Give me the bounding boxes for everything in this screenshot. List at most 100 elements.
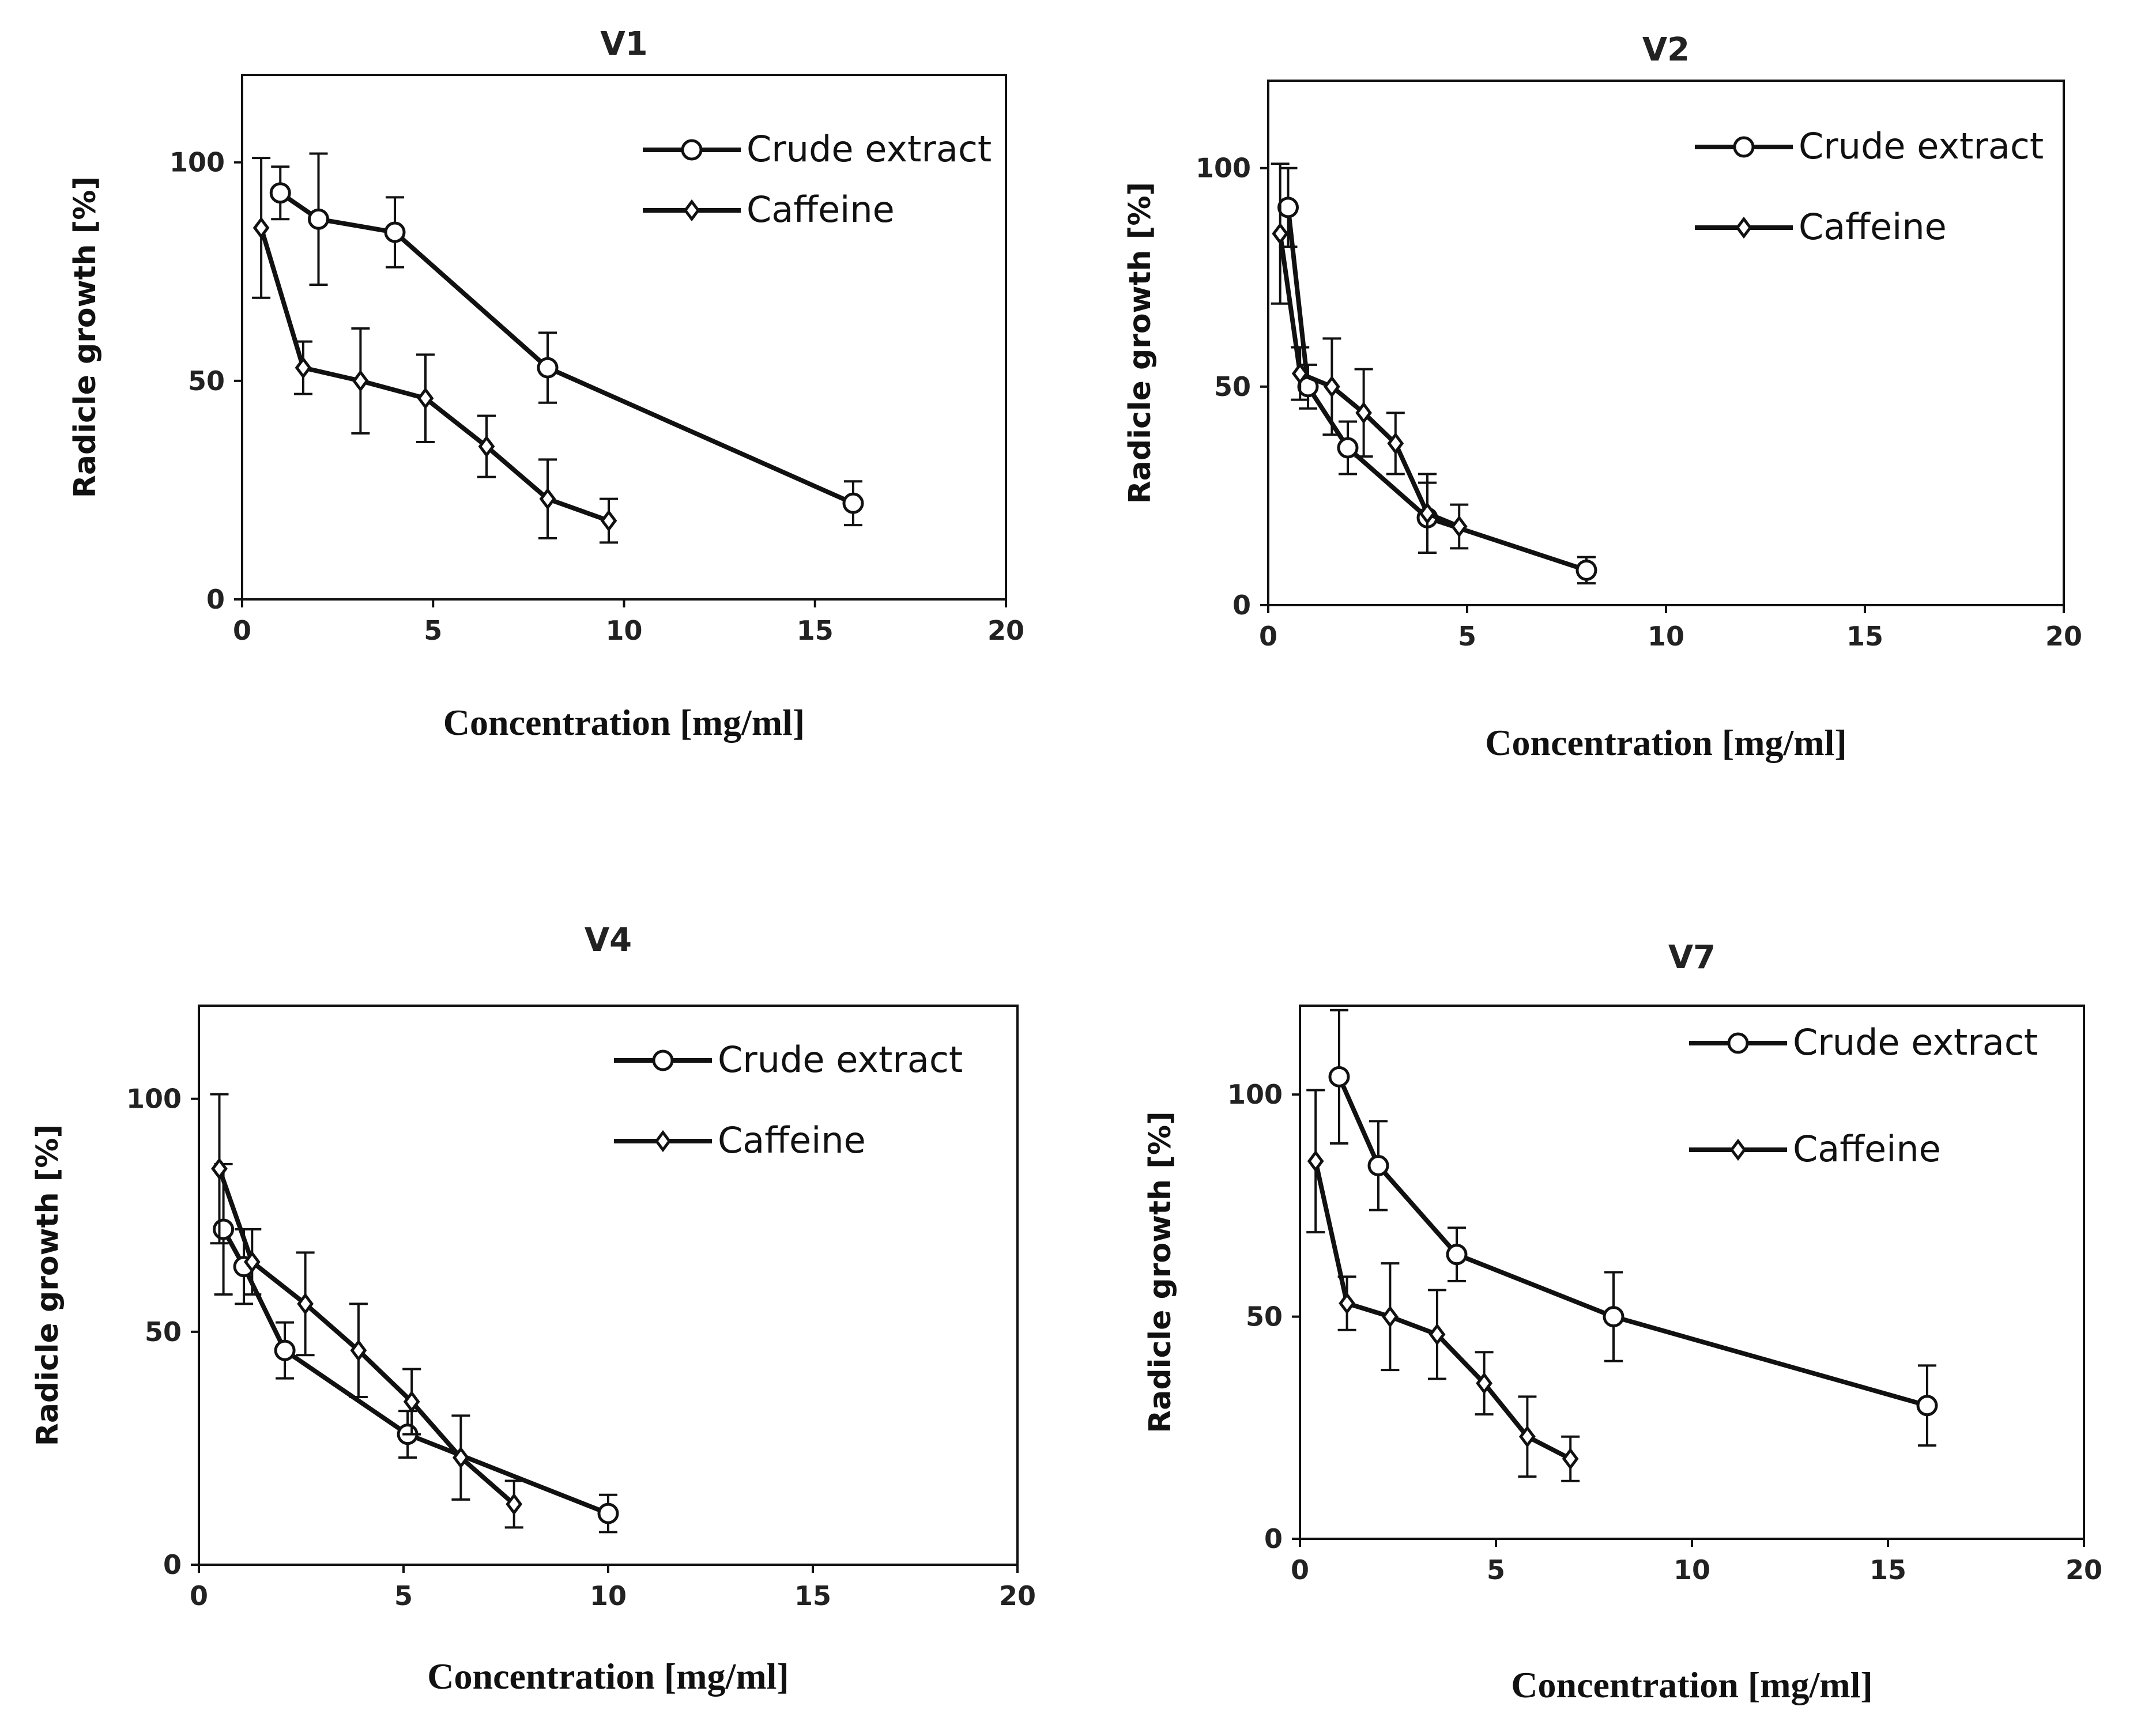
subplot-v7: V7 0 5 10 15 20 0 50 100 Concentration [mg/ml] Rad… — [1143, 939, 2102, 1705]
chart-title: V7 — [1668, 939, 1716, 976]
subplot-v4: V4 0 5 10 15 20 0 50 100 Concentration [mg/ml] Rad… — [31, 922, 1036, 1697]
data-point-circle — [274, 1339, 296, 1361]
y-axis-label: Radicle growth [%] — [68, 176, 103, 498]
x-tick-label: 0 — [190, 1580, 208, 1611]
x-tick-label: 20 — [987, 615, 1024, 646]
y-tick-label: 50 — [1246, 1301, 1283, 1332]
data-point-diamond — [1307, 1150, 1324, 1172]
series-line — [217, 1168, 516, 1506]
series-caffeine — [1271, 163, 1469, 554]
series-caffeine — [252, 157, 618, 544]
data-point-diamond — [1272, 222, 1289, 245]
data-point-diamond — [243, 1251, 261, 1273]
data-point-circle — [1603, 1306, 1624, 1328]
legend-label: Caffeine — [747, 188, 895, 231]
legend-label: Caffeine — [718, 1119, 866, 1161]
legend-marker-circle — [652, 1049, 674, 1071]
x-axis-label: Concentration [mg/ml] — [1485, 722, 1846, 763]
y-tick-label: 100 — [126, 1083, 182, 1115]
data-point-diamond — [403, 1390, 420, 1413]
data-point-diamond — [506, 1493, 523, 1516]
y-axis-label: Radicle growth [%] — [1123, 182, 1158, 504]
chart-title: V4 — [585, 922, 632, 959]
x-tick-label: 0 — [233, 615, 251, 646]
legend-marker-circle — [1727, 1032, 1749, 1054]
x-tick-label: 0 — [1259, 621, 1277, 652]
data-point-diamond — [252, 217, 270, 239]
data-point-diamond — [1382, 1305, 1399, 1328]
data-point-diamond — [350, 1339, 367, 1362]
chart-title: V1 — [600, 25, 647, 63]
series-line — [1313, 1160, 1572, 1461]
x-tick-label: 15 — [794, 1580, 831, 1611]
series-crude-extract — [269, 152, 864, 527]
y-tick-label: 100 — [1196, 153, 1251, 184]
legend-marker-diamond — [1735, 216, 1752, 239]
data-point-circle — [1277, 197, 1299, 218]
series-caffeine — [210, 1093, 523, 1529]
y-tick-label: 50 — [1214, 371, 1251, 402]
data-point-diamond — [1419, 502, 1436, 524]
y-tick-label: 0 — [163, 1549, 182, 1580]
x-tick-label: 10 — [1648, 621, 1684, 652]
x-tick-label: 10 — [605, 615, 642, 646]
data-point-diamond — [1355, 402, 1372, 424]
series-crude-extract — [1328, 1009, 1938, 1447]
x-tick-label: 10 — [1673, 1554, 1710, 1585]
data-point-diamond — [295, 356, 312, 379]
x-tick-label: 15 — [1846, 621, 1883, 652]
data-point-diamond — [453, 1446, 469, 1469]
plot-frame — [1299, 1005, 2085, 1540]
y-tick-label: 0 — [206, 584, 225, 615]
data-point-circle — [269, 182, 291, 204]
x-tick-label: 0 — [1291, 1554, 1309, 1585]
legend-label: Crude extract — [718, 1039, 963, 1081]
x-tick-label: 20 — [2065, 1554, 2102, 1585]
legend-label: Crude extract — [1799, 125, 2044, 167]
subplot-v1: V1 0 5 10 15 20 0 50 100 Concentration [mg/ml] Rad… — [68, 25, 1024, 743]
x-axis-label: Concentration [mg/ml] — [1511, 1664, 1872, 1705]
series-crude-extract — [213, 1162, 619, 1534]
data-point-diamond — [600, 509, 617, 532]
x-tick-label: 20 — [999, 1580, 1036, 1611]
legend-marker-diamond — [683, 199, 700, 222]
legend-marker-diamond — [654, 1130, 672, 1153]
data-point-circle — [384, 221, 406, 243]
data-point-diamond — [1519, 1425, 1536, 1448]
data-point-diamond — [1450, 515, 1468, 538]
data-point-circle — [308, 208, 329, 230]
legend-label: Caffeine — [1793, 1128, 1941, 1170]
data-point-circle — [1337, 437, 1359, 459]
y-tick-label: 0 — [1232, 590, 1251, 621]
x-tick-label: 10 — [590, 1580, 627, 1611]
data-point-circle — [1575, 559, 1597, 581]
data-point-diamond — [478, 435, 495, 458]
legend-label: Crude extract — [1793, 1021, 2038, 1063]
data-point-diamond — [1387, 432, 1404, 455]
data-point-circle — [842, 492, 864, 514]
data-point-diamond — [1562, 1448, 1579, 1470]
y-tick-label: 0 — [1264, 1523, 1283, 1554]
legend-marker-circle — [1733, 136, 1755, 158]
data-point-diamond — [417, 387, 434, 410]
series-line — [221, 1228, 609, 1516]
data-point-diamond — [297, 1293, 314, 1315]
data-point-diamond — [1339, 1292, 1355, 1315]
series-crude-extract — [1277, 167, 1597, 585]
x-axis-label: Concentration [mg/ml] — [443, 702, 805, 743]
data-point-circle — [1916, 1395, 1938, 1417]
y-axis-label: Radicle growth [%] — [1143, 1111, 1178, 1433]
y-tick-label: 50 — [145, 1316, 182, 1347]
series-line — [278, 191, 854, 505]
data-point-diamond — [211, 1157, 228, 1180]
x-tick-label: 5 — [394, 1580, 413, 1611]
series-line — [1337, 1075, 1928, 1408]
legend-label: Crude extract — [747, 128, 992, 170]
chart-title: V2 — [1642, 31, 1690, 69]
y-tick-label: 100 — [169, 147, 225, 178]
plot-frame — [198, 1005, 1019, 1566]
legend-marker-circle — [681, 139, 703, 161]
legend-label: Caffeine — [1799, 206, 1947, 248]
data-point-diamond — [1428, 1323, 1446, 1346]
legend-marker-diamond — [1729, 1138, 1747, 1161]
